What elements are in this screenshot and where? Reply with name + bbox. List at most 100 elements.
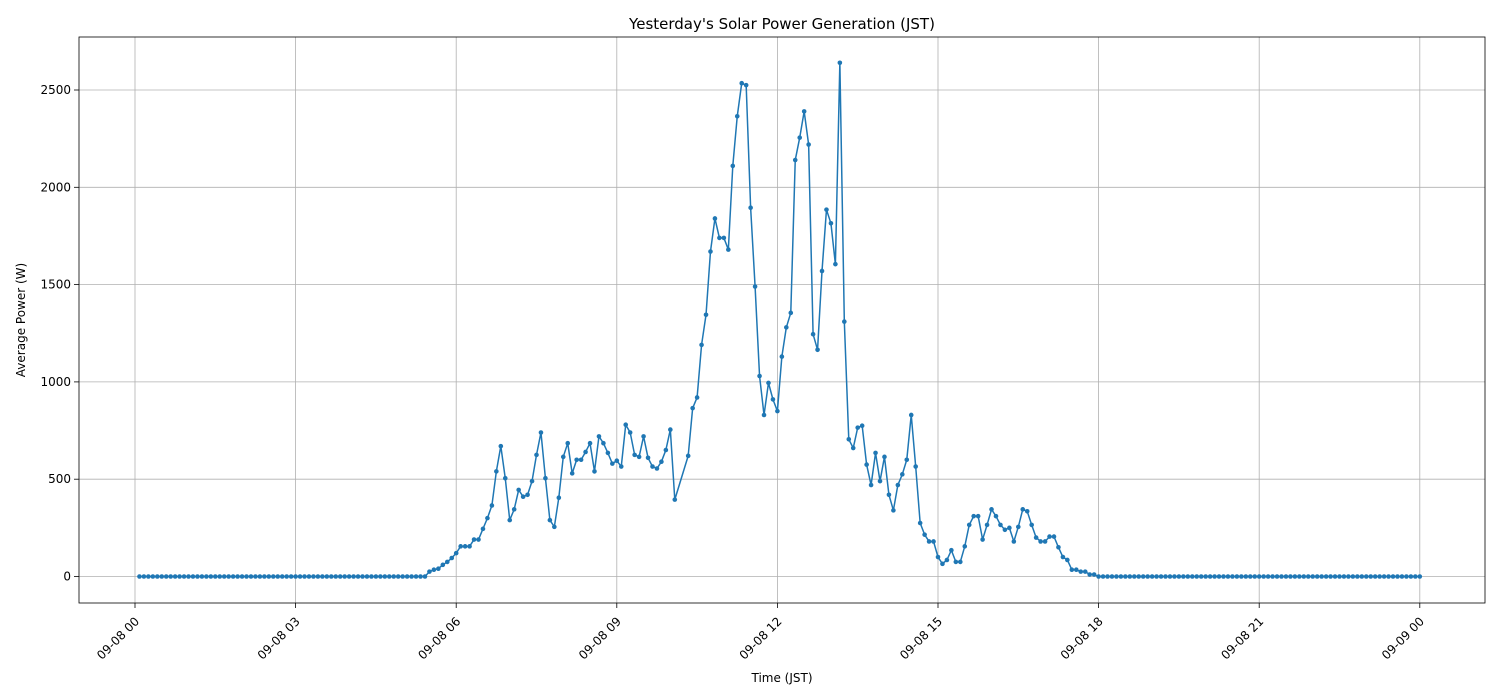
data-point <box>1386 574 1391 579</box>
data-point <box>592 469 597 474</box>
data-point <box>1319 574 1324 579</box>
data-point <box>1381 574 1387 579</box>
data-point <box>449 555 455 561</box>
data-point <box>578 457 584 463</box>
data-point <box>743 82 749 88</box>
data-point <box>190 574 196 579</box>
data-point <box>137 574 142 579</box>
data-point <box>507 517 513 523</box>
data-point <box>1198 574 1204 579</box>
data-point <box>873 450 878 456</box>
data-point <box>1408 574 1414 579</box>
data-point <box>1346 574 1351 579</box>
data-point <box>199 574 205 579</box>
data-point <box>748 205 753 211</box>
data-point <box>525 492 530 498</box>
data-point <box>1194 574 1200 579</box>
data-point <box>141 574 147 579</box>
data-point <box>351 574 356 579</box>
data-point <box>369 574 374 579</box>
data-point <box>1154 574 1159 579</box>
data-point <box>797 135 803 140</box>
data-point <box>1359 574 1365 579</box>
data-point <box>489 503 495 508</box>
data-point <box>208 574 214 579</box>
data-point <box>569 471 575 476</box>
data-point <box>565 440 571 446</box>
data-point <box>1065 557 1070 563</box>
data-point <box>266 574 272 579</box>
data-point <box>574 457 579 463</box>
data-point <box>485 515 490 521</box>
data-point <box>342 574 347 579</box>
data-point <box>288 574 294 579</box>
data-point <box>717 235 722 241</box>
data-point <box>1114 574 1119 579</box>
data-point <box>1212 574 1217 579</box>
data-point <box>302 574 307 579</box>
data-point <box>752 284 758 289</box>
data-point <box>1256 574 1262 579</box>
data-point <box>1158 574 1164 579</box>
data-point <box>850 445 856 451</box>
data-point <box>235 574 240 579</box>
data-point <box>966 522 972 528</box>
data-point <box>333 574 339 579</box>
data-point <box>538 430 544 435</box>
data-point <box>480 526 486 532</box>
data-point <box>476 537 481 542</box>
data-point <box>1181 574 1186 579</box>
data-point <box>1149 574 1155 579</box>
data-point <box>1363 574 1369 579</box>
data-point <box>1279 574 1284 579</box>
data-point <box>886 492 892 498</box>
data-point <box>672 497 678 502</box>
data-point <box>320 574 325 579</box>
data-point <box>1332 574 1338 579</box>
data-point <box>1265 574 1271 579</box>
data-point <box>819 268 825 274</box>
data-point <box>1310 574 1316 579</box>
data-point <box>989 507 994 512</box>
data-point <box>1247 574 1253 579</box>
data-point <box>552 524 557 530</box>
data-point <box>1404 574 1409 579</box>
data-point <box>685 453 691 459</box>
data-point <box>958 559 963 565</box>
data-point <box>1011 539 1017 544</box>
data-point <box>1136 574 1142 579</box>
data-point <box>650 464 655 469</box>
data-point <box>663 447 669 453</box>
data-point <box>810 331 816 337</box>
data-point <box>1123 574 1128 579</box>
data-point <box>1172 574 1177 579</box>
data-point <box>150 574 156 579</box>
data-point <box>864 462 869 467</box>
y-tick-label: 0 <box>63 570 71 584</box>
data-point <box>627 430 633 435</box>
data-point <box>297 574 303 579</box>
data-point <box>788 310 794 316</box>
data-point <box>726 247 731 252</box>
data-point <box>293 574 298 579</box>
data-point <box>1337 574 1342 579</box>
data-point <box>275 574 281 579</box>
data-point <box>543 475 548 481</box>
data-point <box>699 342 704 348</box>
data-point <box>882 454 887 460</box>
data-point <box>1283 574 1289 579</box>
data-point <box>1082 569 1088 574</box>
y-tick-label: 2500 <box>40 83 71 97</box>
x-axis-label: Time (JST) <box>750 671 812 685</box>
data-point <box>917 520 923 526</box>
data-point <box>436 566 441 572</box>
data-point <box>842 319 847 324</box>
data-point <box>779 354 785 359</box>
data-point <box>761 412 767 418</box>
data-point <box>1395 574 1400 579</box>
y-tick-label: 1500 <box>40 278 71 292</box>
data-point <box>378 574 383 579</box>
data-point <box>775 408 780 414</box>
data-point <box>614 458 620 464</box>
